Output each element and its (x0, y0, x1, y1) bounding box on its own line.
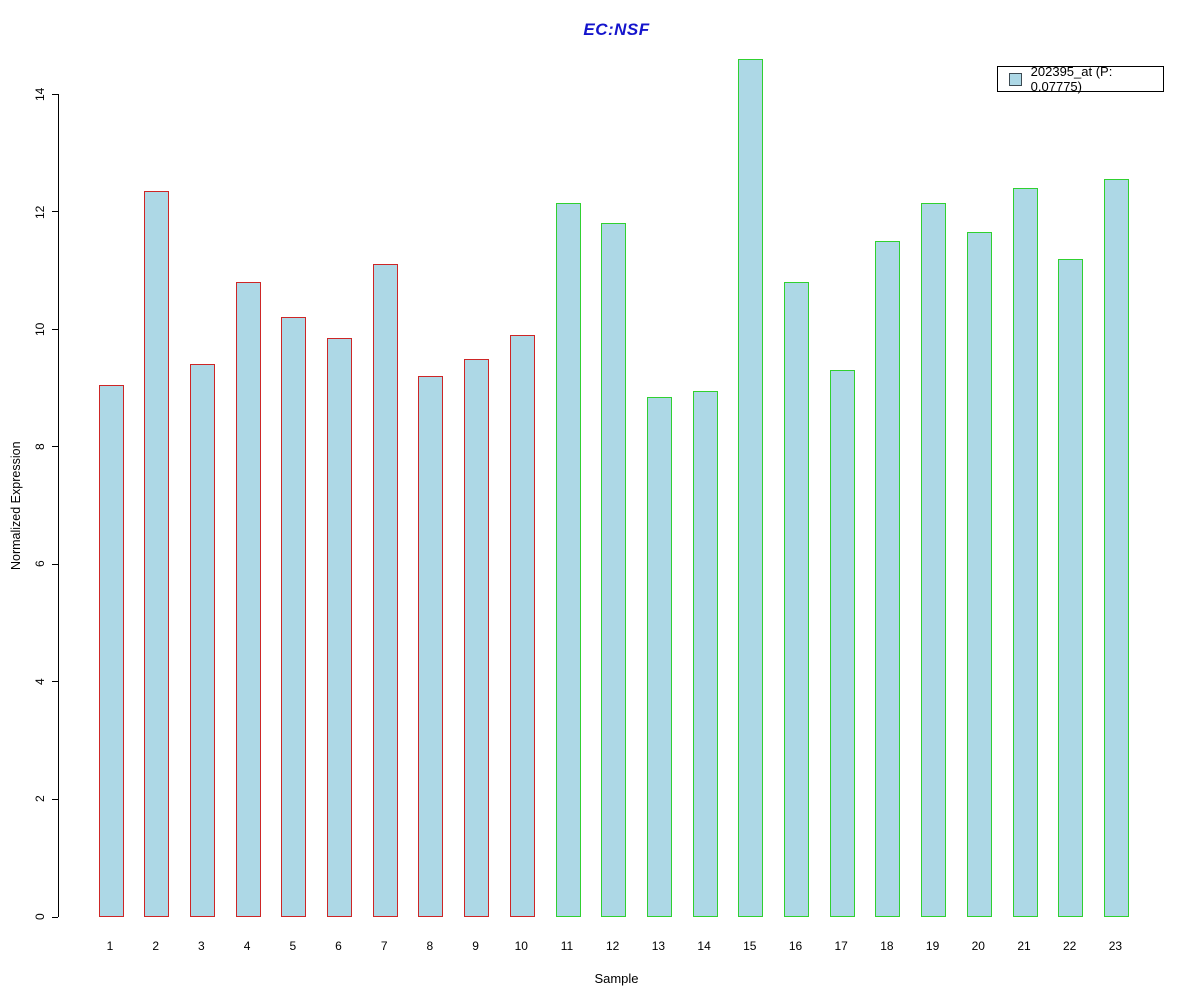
bar-sample-9 (464, 358, 490, 917)
bar-sample-5 (281, 317, 307, 917)
bar-sample-11 (555, 202, 581, 917)
y-tick-label: 6 (33, 560, 47, 568)
y-tick-mark (52, 328, 58, 330)
bar-sample-3 (189, 364, 215, 917)
bar-sample-20 (966, 232, 992, 917)
y-tick-label: 4 (33, 678, 47, 686)
bar-sample-13 (646, 396, 672, 917)
x-tick-label: 6 (335, 939, 342, 953)
bar-sample-2 (144, 191, 170, 917)
chart-title: EC:NSF (583, 20, 650, 39)
bar-sample-12 (601, 223, 627, 917)
x-tick-label: 18 (880, 939, 894, 953)
legend-label: 202395_at (P: 0.07775) (1030, 64, 1113, 94)
y-tick-label: 12 (33, 204, 47, 219)
x-tick-label: 23 (1108, 939, 1123, 953)
x-tick-label: 22 (1063, 939, 1077, 953)
y-tick-mark (52, 681, 58, 683)
x-tick-label: 20 (971, 939, 985, 953)
x-tick-label: 3 (198, 939, 205, 953)
bar-sample-22 (1058, 258, 1084, 917)
bar-sample-7 (372, 264, 398, 917)
bar-sample-10 (509, 335, 535, 917)
x-tick-label: 15 (743, 939, 757, 953)
y-axis-label: Normalized Expression (9, 441, 23, 570)
y-tick-mark (52, 211, 58, 213)
x-tick-label: 11 (560, 939, 574, 953)
bar-sample-23 (1103, 179, 1129, 917)
x-tick-label: 12 (606, 939, 620, 953)
x-tick-label: 13 (651, 939, 666, 953)
x-tick-label: 16 (788, 939, 803, 953)
y-tick-mark (52, 798, 58, 800)
x-tick-label: 14 (697, 939, 711, 953)
y-tick-label: 8 (33, 443, 47, 451)
y-tick-mark (52, 93, 58, 95)
x-tick-label: 21 (1017, 939, 1031, 953)
bar-sample-17 (829, 370, 855, 917)
y-tick-label: 2 (33, 796, 47, 803)
bar-sample-1 (98, 385, 124, 917)
bar-sample-14 (692, 390, 718, 917)
x-tick-label: 17 (834, 939, 848, 953)
bar-sample-16 (784, 282, 809, 917)
bar-sample-18 (875, 240, 901, 917)
y-tick-mark (52, 916, 58, 918)
x-tick-label: 7 (380, 939, 388, 953)
x-tick-label: 1 (106, 939, 114, 953)
bar-sample-19 (921, 202, 947, 917)
bar-sample-21 (1012, 188, 1038, 917)
legend: 202395_at (P: 0.07775) (997, 64, 1164, 94)
bar-sample-8 (418, 376, 444, 917)
x-tick-label: 19 (925, 939, 940, 953)
bar-sample-15 (738, 58, 764, 917)
plot-area: 0 2 4 6 8 10 12 14 (33, 58, 1176, 920)
x-axis-label: Sample (594, 971, 639, 986)
y-tick-label: 10 (33, 322, 47, 336)
y-tick-mark (52, 563, 58, 565)
x-tick-label: 5 (289, 939, 297, 953)
y-tick-label: 14 (33, 87, 47, 101)
bar-sample-6 (327, 337, 352, 917)
legend-swatch-icon (1009, 72, 1022, 86)
x-tick-label: 9 (472, 939, 479, 953)
y-tick-label: 0 (33, 913, 47, 921)
x-tick-label: 4 (243, 939, 251, 953)
x-tick-label: 2 (152, 939, 160, 953)
x-tick-label: 8 (426, 939, 434, 953)
y-tick-mark (52, 446, 58, 448)
bar-sample-4 (235, 282, 261, 917)
x-tick-label: 10 (514, 939, 528, 953)
